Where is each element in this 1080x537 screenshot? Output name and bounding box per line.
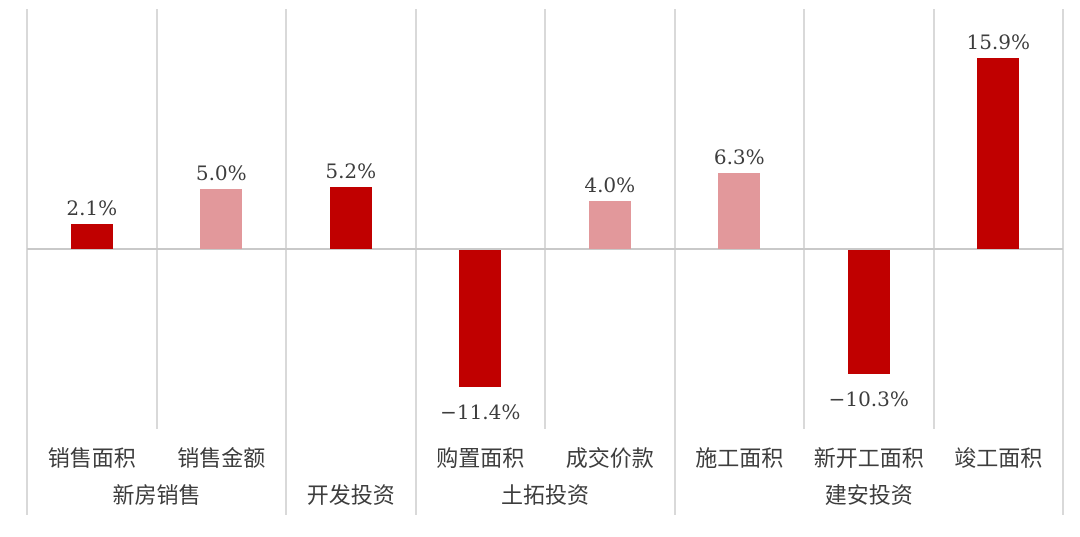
bar-4 xyxy=(459,250,502,387)
group-separator-line xyxy=(1062,9,1064,515)
bar-value-label: 5.2% xyxy=(325,158,377,183)
category-label: 竣工面积 xyxy=(954,447,1043,472)
bar-value-label: −10.3% xyxy=(828,386,909,411)
column-separator-line xyxy=(544,9,546,429)
group-label: 新房销售 xyxy=(112,484,201,509)
group-separator-line xyxy=(673,9,676,515)
bar-value-label: 2.1% xyxy=(66,195,118,220)
bar-value-label: 15.9% xyxy=(966,30,1031,55)
column-separator-line xyxy=(155,9,158,429)
category-label: 销售面积 xyxy=(47,447,136,472)
group-label: 开发投资 xyxy=(306,484,395,509)
group-separator-line xyxy=(414,9,417,515)
bar-1 xyxy=(70,223,113,249)
group-separator-line xyxy=(285,9,287,515)
bar-8 xyxy=(977,58,1020,249)
bar-value-label: 5.0% xyxy=(195,161,247,185)
category-label: 施工面积 xyxy=(695,447,784,472)
bar-2 xyxy=(200,189,243,249)
category-label: 成交价款 xyxy=(565,447,654,472)
bar-value-label: 4.0% xyxy=(584,173,636,197)
zero-axis-line xyxy=(27,248,1063,250)
category-label: 购置面积 xyxy=(436,447,525,472)
category-label: 新开工面积 xyxy=(813,447,924,472)
group-label: 土拓投资 xyxy=(500,484,589,509)
column-separator-line xyxy=(803,9,805,429)
bar-value-label: −11.4% xyxy=(440,399,521,424)
group-separator-line xyxy=(26,9,28,515)
column-separator-line xyxy=(932,9,935,429)
bar-value-label: 6.3% xyxy=(713,145,765,170)
bar-3 xyxy=(329,186,372,249)
category-label: 销售金额 xyxy=(177,447,266,472)
bar-5 xyxy=(588,201,631,249)
bar-6 xyxy=(718,173,761,249)
bar-7 xyxy=(847,250,890,374)
group-label: 建安投资 xyxy=(824,484,913,509)
